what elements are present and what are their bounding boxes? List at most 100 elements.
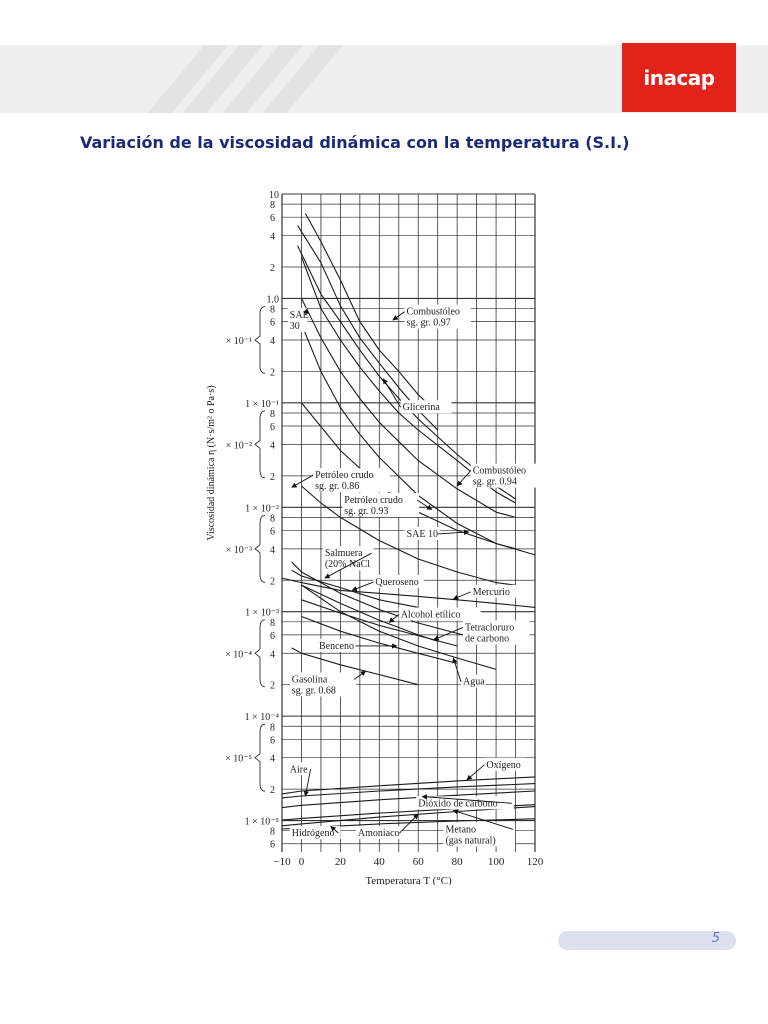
annotation-label: Dióxido de carbono [418,798,497,809]
page-title: Variación de la viscosidad dinámica con … [80,133,630,152]
x-axis-label: Temperatura T (°C) [365,875,452,885]
series-line [301,599,458,647]
series-group: Queroseno [291,569,419,608]
viscosity-chart: −10 0 20 40 60 80 100 120 Temperatura T (°C) 10 1.… [206,190,544,885]
x-tick-label: 100 [488,856,505,868]
x-tick-label: −10 [273,856,291,868]
annotation-arrow [303,769,312,797]
annotation-bg [289,826,341,840]
series-line [301,615,458,664]
annotation-label: Glicerina [403,402,441,413]
annotation-label: de carbono [465,634,509,645]
y-minor-label: 6 [270,318,275,329]
y-minor-label: 4 [270,440,275,451]
annotation-bg [342,492,420,517]
series-group: Dióxido de carbono [281,790,536,809]
y-tick-label: 1 × 10⁻¹ [245,399,279,410]
annotation-label: Queroseno [375,577,418,588]
annotation-arrow [291,474,314,488]
inacap-logo: inacap [622,43,736,112]
annotation-arrow [392,311,405,321]
annotation-label: Salmuera [325,548,363,559]
annotation-arrow [452,591,471,600]
y-bracket [254,514,266,583]
annotation-label: sg. gr. 0.93 [344,506,388,517]
annotation-arrow [433,627,464,641]
annotation-label: Aire [290,764,308,775]
annotation-label: sg. gr. 0.68 [292,685,336,696]
annotation-bg [355,826,402,840]
series-group: Petróleo crudo sg. gr. 0.86 [301,485,516,586]
series-line [281,577,536,608]
series-line [304,213,439,414]
series-group: Agua [301,584,497,670]
annotation-label: Petróleo crudo [344,495,403,506]
annotation-label: Gasolina [292,674,328,685]
y-minor-label: 2 [270,472,275,483]
y-bracket-label: × 10⁻³ [226,545,252,556]
y-bracket [254,306,266,374]
x-tick-label: 20 [335,856,347,868]
annotation-label: SAE 10 [407,529,438,540]
y-tick-label: 1 × 10⁻² [245,503,279,514]
y-bracket-label: × 10⁻¹ [226,336,252,347]
annotation-label: Benceno [319,641,354,652]
annotation-label: sg. gr. 0.97 [407,318,451,329]
annotation-label: Hidrógeno [292,828,335,839]
y-minor-label: 6 [270,631,275,642]
y-minor-label: 2 [270,576,275,587]
annotation-arrow [330,826,339,834]
annotation-label: (gas natural) [445,835,495,846]
y-bracket-label: × 10⁻⁴ [225,649,252,660]
series-line [281,790,536,809]
series-group: Combustóleo sg. gr. 0.97 [304,213,439,414]
annotation-label: Oxígeno [486,760,520,771]
y-minor-label: 8 [270,722,275,733]
annotation-arrow [324,552,372,579]
y-minor-label: 6 [270,840,275,851]
x-tick-label: 120 [527,856,544,868]
logo-text: inacap [643,65,715,90]
annotation-bg [313,468,390,493]
annotation-arrow [452,809,514,830]
y-minor-label: 6 [270,526,275,537]
y-minor-label: 8 [270,200,275,211]
series-group: Salmuera (20% NaCl) [291,561,497,644]
series-group: Oxígeno [281,776,536,795]
annotation-bg [462,620,530,645]
annotation-arrow [388,614,399,623]
annotation-arrow [399,813,419,834]
y-bracket [254,619,266,688]
x-tick-label: 0 [299,856,305,868]
annotation-arrow [353,670,367,680]
series-line [291,569,419,608]
y-tick-label: 1 × 10⁻⁴ [245,712,280,723]
series-line [297,314,536,556]
y-minor-label: 8 [270,305,275,316]
x-tick-label: 40 [374,856,386,868]
y-minor-label: 2 [270,263,275,274]
y-minor-label: 6 [270,213,275,224]
y-minor-label: 2 [270,367,275,378]
y-tick-label: 10 [269,190,279,201]
annotation-label: 30 [290,321,300,332]
annotation-bg [316,638,358,652]
annotation-arrow [421,794,512,804]
series-line [281,776,536,795]
series-group: Aire [281,783,536,799]
page-number-pill: 5 [558,931,736,950]
annotation-bg [470,463,538,488]
annotation-label: SAE [290,310,309,321]
annotation-label: (20% NaCl [325,559,370,570]
y-minor-label: 8 [270,409,275,420]
annotation-arrow [437,529,470,535]
series-line [301,485,516,586]
annotation-bg [322,546,374,571]
y-minor-label: 4 [270,649,275,660]
series-group: Mercurio [281,577,536,608]
x-tick-label: 60 [413,856,425,868]
y-minor-label: 4 [270,545,275,556]
annotation-label: sg. gr. 0.94 [473,477,517,488]
y-minor-label: 8 [270,618,275,629]
y-minor-label: 2 [270,785,275,796]
